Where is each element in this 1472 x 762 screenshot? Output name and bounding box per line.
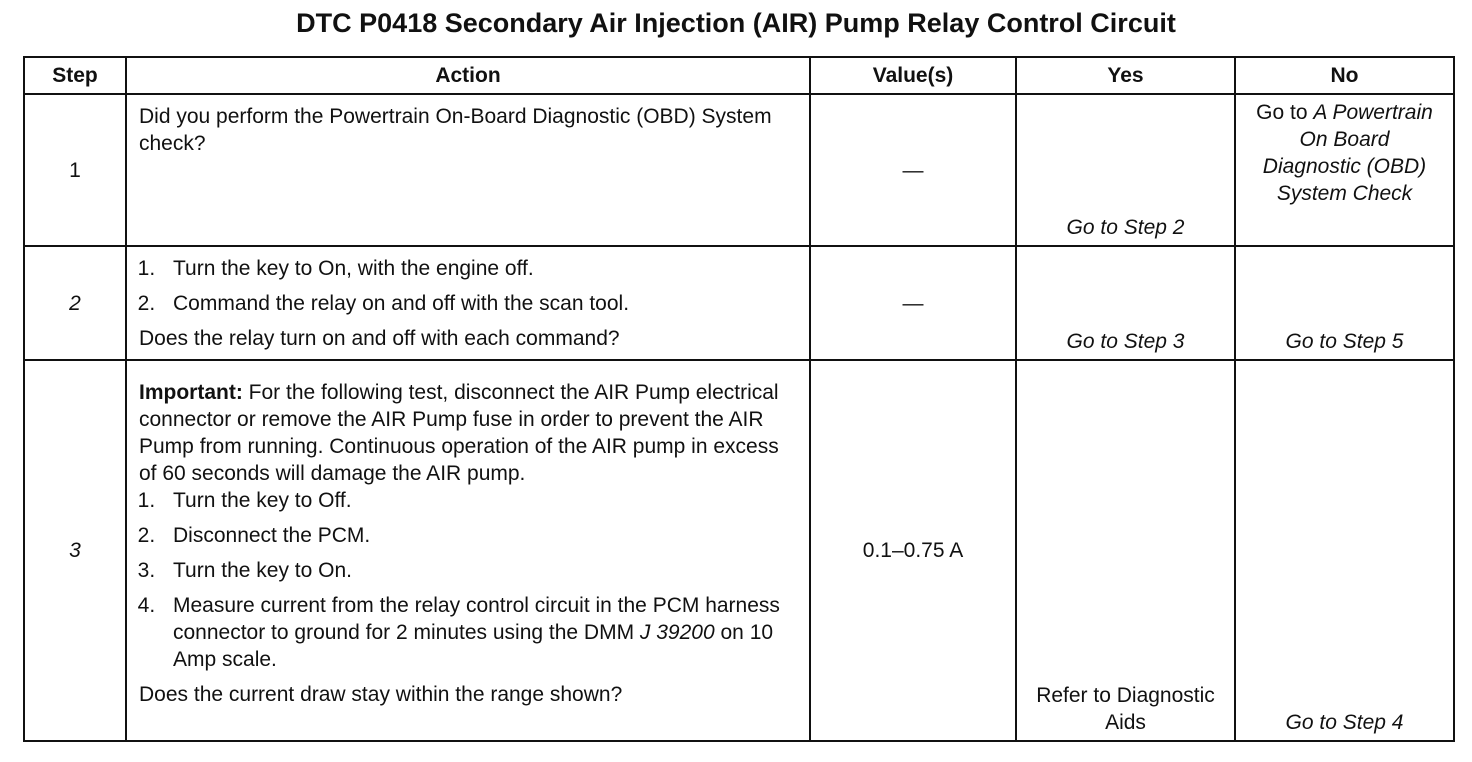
step-text: on 10 Amp scale.	[173, 621, 774, 671]
column-header: Step	[23, 56, 127, 95]
value-cell: —	[809, 245, 1017, 361]
diagnostic-table: Step Action Value(s) Yes No 1 Did you pe…	[23, 56, 1455, 742]
step-cell: 3	[23, 359, 127, 742]
step-cell: 2	[23, 245, 127, 361]
yes-link: Go to Step 2	[1066, 216, 1185, 239]
action-cell: Important: For the following test, disco…	[125, 359, 811, 742]
yes-link: Go to Step 3	[1066, 330, 1185, 353]
value-cell: 0.1–0.75 A	[809, 359, 1017, 742]
column-header: Action	[125, 56, 811, 95]
row: 3 Important: For the following test, dis…	[23, 359, 1455, 742]
no-link: A Powertrain On Board Diagnostic (OBD) S…	[1262, 101, 1433, 205]
important-note: Important: For the following test, disco…	[139, 379, 797, 487]
important-label: Important:	[139, 381, 243, 404]
list-item: Measure current from the relay control c…	[161, 592, 797, 673]
column-header: Yes	[1015, 56, 1236, 95]
action-cell: Did you perform the Powertrain On-Board …	[125, 93, 811, 247]
step-number: 3	[69, 539, 81, 562]
step-list: Turn the key to Off. Disconnect the PCM.…	[139, 487, 797, 673]
step-cell: 1	[23, 93, 127, 247]
yes-cell: Refer to Diagnostic Aids	[1015, 359, 1236, 742]
row: 2 Turn the key to On, with the engine of…	[23, 245, 1455, 361]
row: 1 Did you perform the Powertrain On-Boar…	[23, 93, 1455, 247]
title: DTC P0418 Secondary Air Injection (AIR) …	[296, 8, 1176, 38]
step-list: Turn the key to On, with the engine off.…	[139, 255, 797, 317]
question: Did you perform the Powertrain On-Board …	[139, 105, 772, 155]
no-prefix: Go to	[1256, 101, 1308, 124]
list-item: Turn the key to On.	[161, 557, 797, 584]
no-link: Go to Step 5	[1285, 330, 1404, 353]
yes-cell: Go to Step 3	[1015, 245, 1236, 361]
no-cell: Go to Step 5	[1234, 245, 1455, 361]
yes-cell: Go to Step 2	[1015, 93, 1236, 247]
list-item: Turn the key to On, with the engine off.	[161, 255, 797, 282]
question: Does the current draw stay within the ra…	[139, 683, 623, 706]
action-cell: Turn the key to On, with the engine off.…	[125, 245, 811, 361]
tool-ref: J 39200	[639, 621, 715, 644]
column-header: Value(s)	[809, 56, 1017, 95]
header-row: Step Action Value(s) Yes No	[23, 56, 1455, 95]
question: Does the relay turn on and off with each…	[139, 327, 620, 350]
step-text: Measure current from the relay control c…	[173, 594, 780, 644]
important-text: For the following test, disconnect the A…	[139, 381, 779, 485]
list-item: Turn the key to Off.	[161, 487, 797, 514]
no-cell: Go to Step 4	[1234, 359, 1455, 742]
value-cell: —	[809, 93, 1017, 247]
no-link: Go to Step 4	[1285, 711, 1404, 734]
step-number: 2	[69, 291, 81, 315]
no-cell: Go to A Powertrain On Board Diagnostic (…	[1234, 93, 1455, 247]
list-item: Disconnect the PCM.	[161, 522, 797, 549]
list-item: Command the relay on and off with the sc…	[161, 290, 797, 317]
column-header: No	[1234, 56, 1455, 95]
yes-text: Refer to Diagnostic Aids	[1036, 684, 1215, 734]
